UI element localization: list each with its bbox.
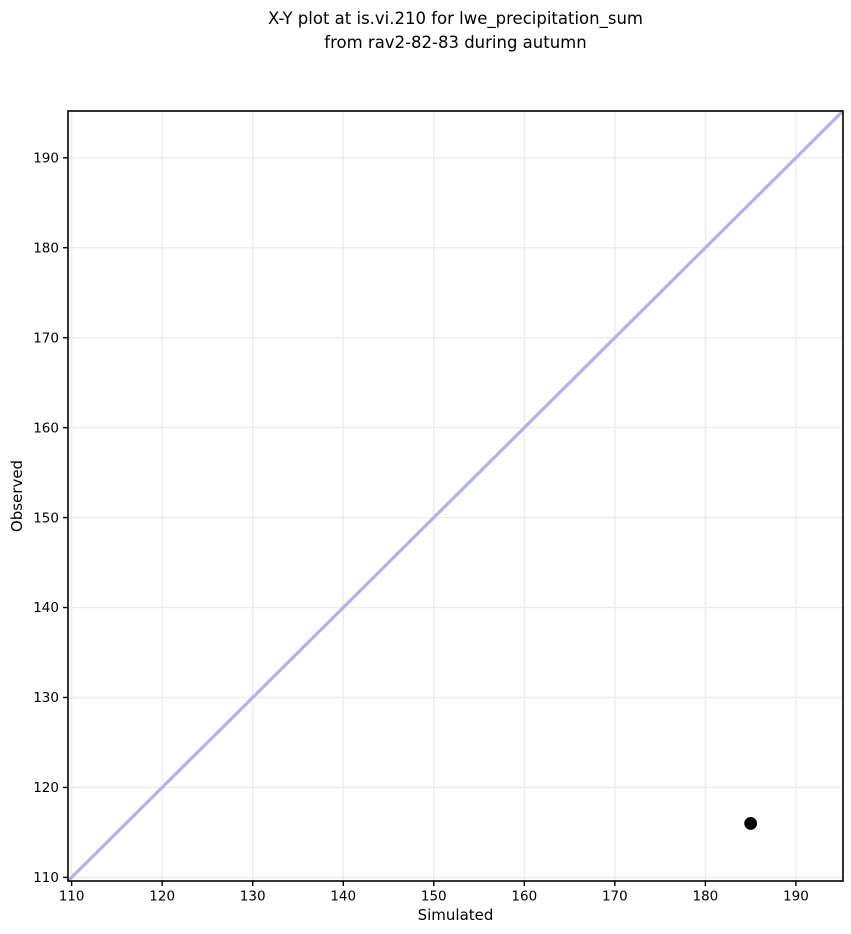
y-tick-label: 170 [33,330,59,346]
y-tick-label: 160 [33,420,59,436]
y-tick-label: 110 [33,870,59,886]
x-tick-label: 110 [59,889,85,905]
y-tick-label: 190 [33,150,59,166]
chart-title: X-Y plot at is.vi.210 for lwe_precipitat… [68,7,843,55]
chart-title-line1: X-Y plot at is.vi.210 for lwe_precipitat… [268,9,643,28]
axes-spines [67,110,844,882]
x-tick-label: 170 [602,889,628,905]
y-tick-label: 130 [33,690,59,706]
x-tick-label: 130 [240,889,266,905]
y-tick-label: 150 [33,510,59,526]
x-tick-label: 160 [511,889,537,905]
x-tick-label: 150 [421,889,447,905]
data-point [744,817,758,830]
y-tick-label: 180 [33,240,59,256]
y-axis-label: Observed [8,459,26,533]
x-tick-label: 190 [783,889,809,905]
y-tick-label: 120 [33,780,59,796]
x-tick-label: 120 [149,889,175,905]
x-axis-label: Simulated [417,906,494,924]
identity-line [66,109,845,883]
x-tick-label: 180 [692,889,718,905]
y-tick-label: 140 [33,600,59,616]
x-tick-label: 140 [330,889,356,905]
chart-title-line2: from rav2-82-83 during autumn [324,33,587,52]
